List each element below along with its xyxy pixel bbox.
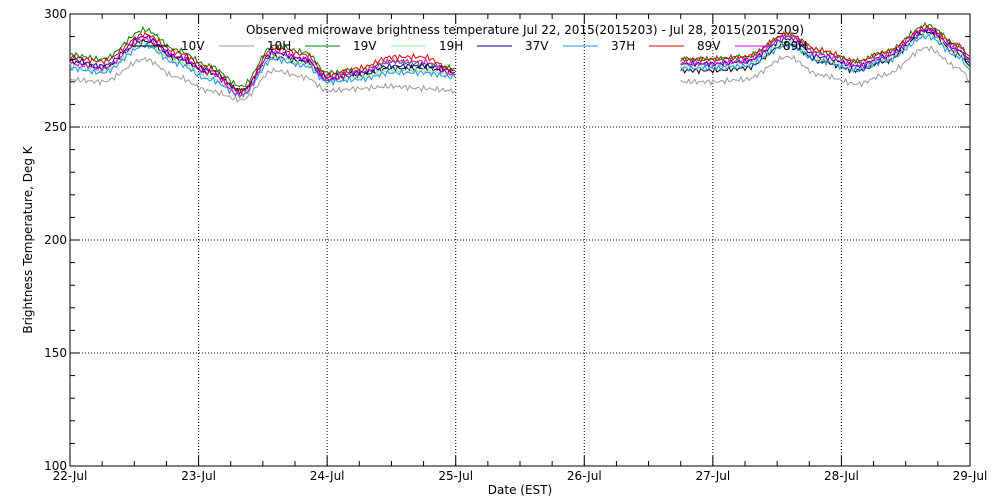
x-tick-label: 29-Jul [953,469,988,483]
series-line-37h [69,41,456,98]
legend-label: 10V [181,39,205,53]
x-tick-label: 24-Jul [310,469,345,483]
x-tick-label: 27-Jul [695,469,730,483]
series-line-89h [69,36,456,99]
chart-title: Observed microwave brightness temperatur… [246,23,804,37]
legend-label: 37V [525,39,549,53]
y-tick-label: 200 [44,233,67,247]
x-axis-label: Date (EST) [488,483,552,497]
x-tick-labels: 22-Jul 23-Jul 24-Jul 25-Jul 26-Jul 27-Jul 28-J… [53,469,988,483]
legend-label: 19V [353,39,377,53]
series-line-89v [69,31,455,96]
y-tick-label: 300 [44,7,67,21]
legend-label: 37H [611,39,635,53]
series-line-89h [680,28,971,70]
legend-label: 10H [267,39,291,53]
x-tick-label: 26-Jul [567,469,602,483]
legend-label: 89V [697,39,721,53]
series-lines [69,21,971,104]
x-tick-label: 23-Jul [181,469,216,483]
legend: 10V 10H 19V 19H 37V 37H 89V 89H [133,39,807,53]
x-tick-label: 28-Jul [824,469,859,483]
x-tick-label: 25-Jul [438,469,473,483]
series-line-37h [680,33,971,73]
y-axis-label: Brightness Temperature, Deg K [21,145,35,333]
series-line-10h [680,45,971,88]
legend-label: 89H [783,39,807,53]
y-tick-label: 150 [44,346,67,360]
grid-lines [70,14,970,466]
series-line-19h [680,30,971,73]
y-tick-label: 250 [44,120,67,134]
y-tick-label: 100 [44,459,67,473]
y-tick-labels: 100 150 200 250 300 [44,7,67,473]
series-line-10h [69,56,456,104]
legend-label: 19H [439,39,463,53]
series-line-89v [680,24,971,66]
x-tick-label: 22-Jul [53,469,88,483]
series-line-19h [69,41,455,97]
